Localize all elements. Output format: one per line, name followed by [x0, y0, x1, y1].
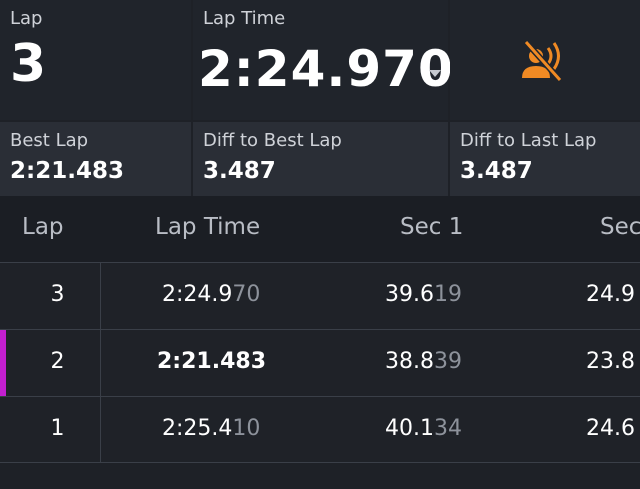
current-lap-label: Lap: [10, 8, 43, 29]
row-lap-time-best: 2:21.483: [157, 349, 267, 374]
diff-best-label: Diff to Best Lap: [203, 130, 342, 151]
best-lap-value: 2:21.483: [10, 158, 124, 184]
row-lap-time: 2:25.410: [162, 416, 261, 441]
chevron-down-icon[interactable]: [429, 70, 441, 77]
diff-best-tile: Diff to Best Lap 3.487: [193, 122, 448, 196]
table-row-best[interactable]: 2 2:21.483 38.839 23.8: [0, 329, 640, 396]
row-lap-number: 1: [50, 416, 65, 441]
header-lap[interactable]: Lap: [22, 214, 64, 240]
lap-time-label: Lap Time: [203, 8, 286, 29]
lap-time-value: 2:24.970: [198, 40, 454, 98]
voice-muted-icon[interactable]: [518, 38, 570, 84]
row-sec2: 24.6: [586, 416, 635, 441]
row-sec2: 24.9: [586, 282, 635, 307]
header-lap-time[interactable]: Lap Time: [155, 214, 261, 240]
table-row[interactable]: 1 2:25.410 40.134 24.6: [0, 396, 640, 463]
header-sec1[interactable]: Sec 1: [400, 214, 464, 240]
table-bottom-divider: [0, 462, 640, 463]
diff-best-value: 3.487: [203, 158, 276, 184]
diff-last-label: Diff to Last Lap: [460, 130, 597, 151]
best-lap-marker: [0, 330, 6, 396]
diff-last-tile: Diff to Last Lap 3.487: [450, 122, 640, 196]
row-sec1: 40.134: [385, 416, 462, 441]
row-lap-number: 3: [50, 282, 65, 307]
summary-panel: Lap 3 Lap Time 2:24.970 Best Lap 2:21.48…: [0, 0, 640, 196]
row-lap-time: 2:24.970: [162, 282, 261, 307]
laps-table-header: Lap Lap Time Sec 1 Sec: [0, 196, 640, 262]
column-divider: [100, 397, 101, 463]
table-row[interactable]: 3 2:24.970 39.619 24.9: [0, 262, 640, 329]
diff-last-value: 3.487: [460, 158, 533, 184]
best-lap-tile: Best Lap 2:21.483: [0, 122, 191, 196]
row-lap-number: 2: [50, 349, 65, 374]
header-sec2[interactable]: Sec: [600, 214, 640, 240]
column-divider: [100, 330, 101, 396]
row-sec1: 39.619: [385, 282, 462, 307]
current-lap-tile: Lap 3: [0, 0, 191, 120]
voice-tile[interactable]: [450, 0, 640, 120]
column-divider: [100, 263, 101, 329]
current-lap-value: 3: [10, 34, 48, 94]
best-lap-label: Best Lap: [10, 130, 89, 151]
lap-time-tile[interactable]: Lap Time 2:24.970: [193, 0, 453, 120]
row-sec1: 38.839: [385, 349, 462, 374]
row-sec2: 23.8: [586, 349, 635, 374]
